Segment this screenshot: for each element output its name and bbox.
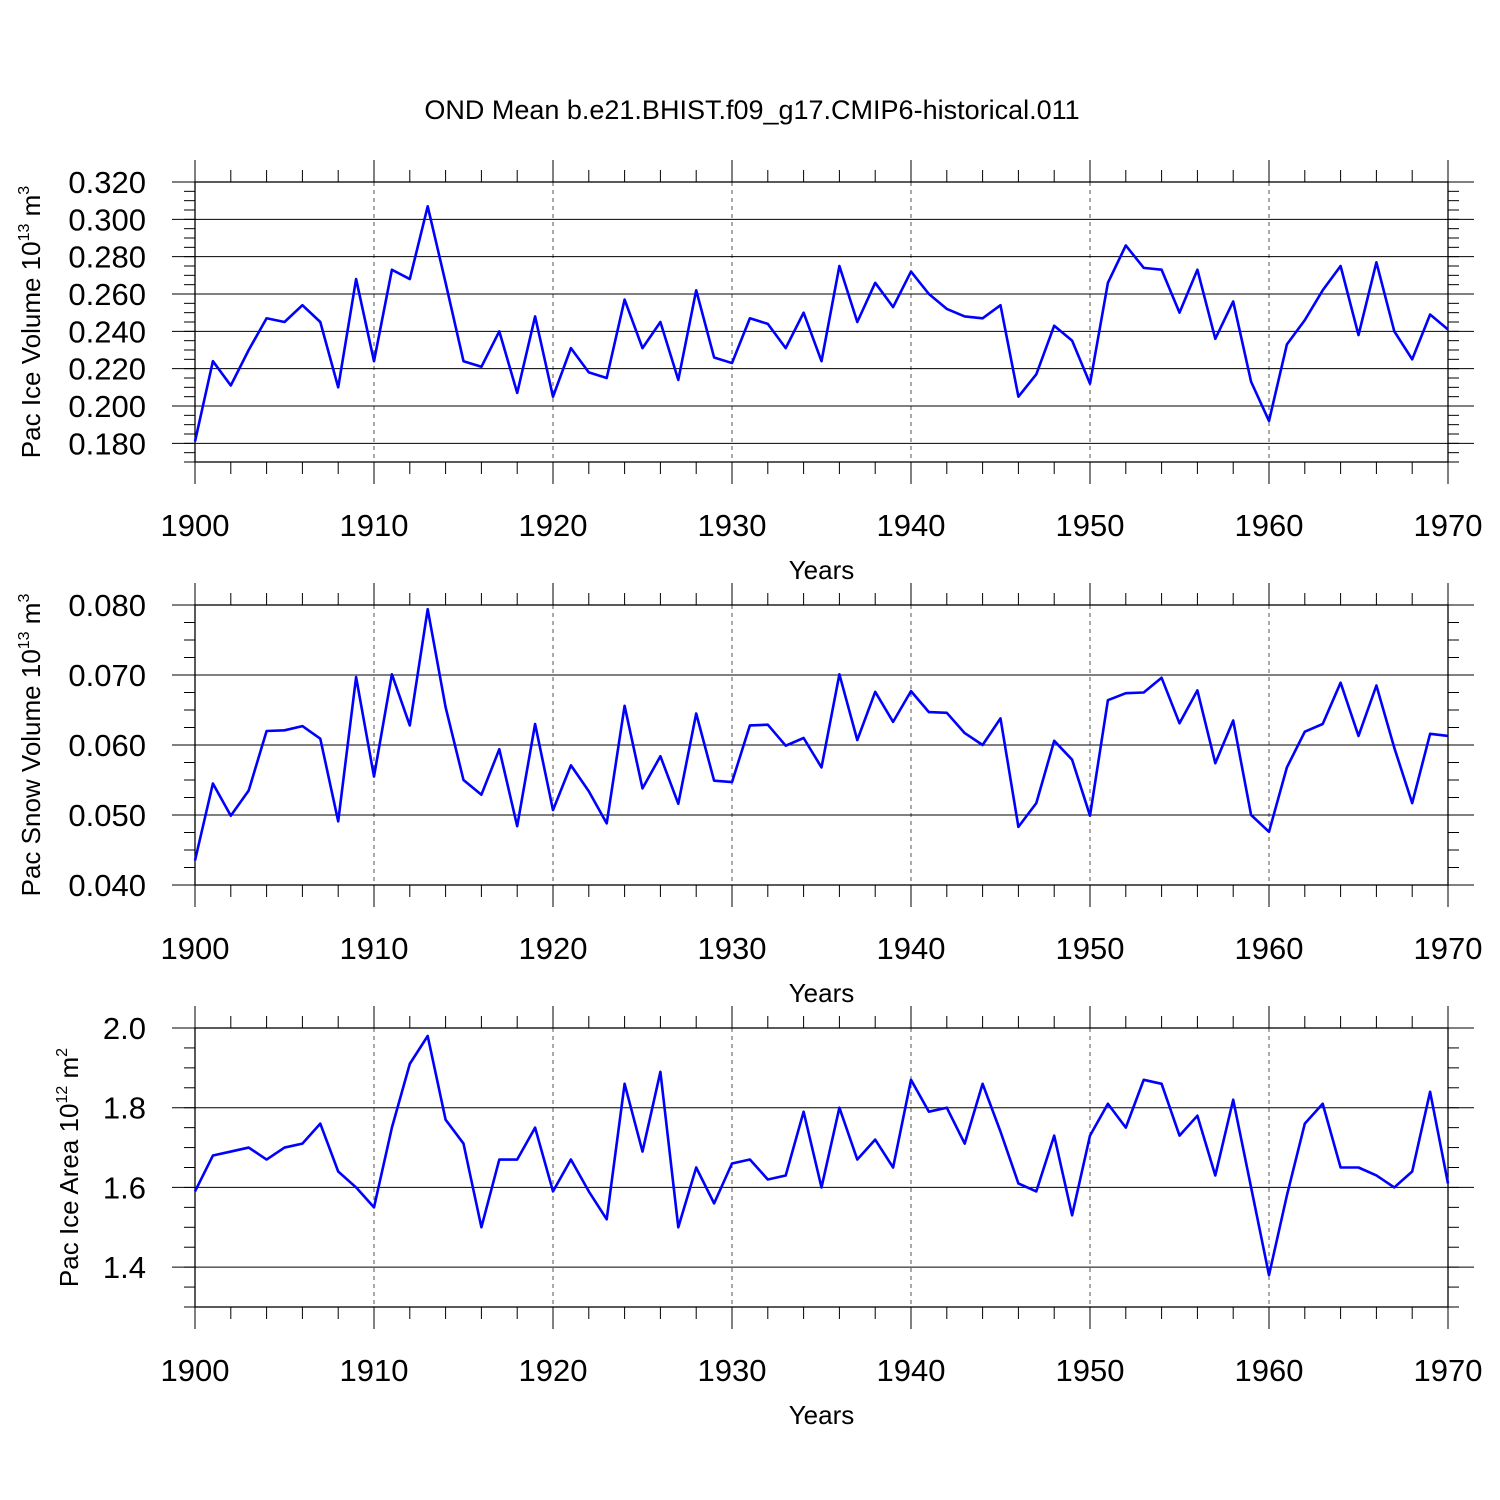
series-line bbox=[193, 1034, 1450, 1277]
y-axis-title-part: m bbox=[16, 195, 46, 224]
y-axis-title-part: m bbox=[54, 1057, 84, 1086]
x-tick-label: 1920 bbox=[519, 1353, 588, 1388]
x-tick-label: 1930 bbox=[698, 1353, 767, 1388]
y-tick-label: 0.060 bbox=[68, 728, 146, 763]
y-axis-title-part: Pac Ice Area 10 bbox=[54, 1104, 84, 1288]
x-tick-label: 1930 bbox=[698, 508, 767, 543]
panel-2: 0.040 0.050 0.060 0.070 0.080 1900 1910 1920 193… bbox=[16, 583, 1482, 1008]
y-tick-label: 0.180 bbox=[68, 426, 146, 461]
y-tick-label: 0.260 bbox=[68, 277, 146, 312]
y-tick-label: 0.040 bbox=[68, 868, 146, 903]
x-tick-label: 1920 bbox=[519, 508, 588, 543]
x-tick-label: 1940 bbox=[877, 508, 946, 543]
x-tick-label: 1970 bbox=[1414, 931, 1483, 966]
x-tick-label: 1960 bbox=[1235, 931, 1304, 966]
y-tick-label: 2.0 bbox=[103, 1011, 146, 1046]
y-axis-title-superscript: 3 bbox=[16, 594, 33, 603]
y-tick-label: 0.300 bbox=[68, 202, 146, 237]
y-tick-label: 0.200 bbox=[68, 389, 146, 424]
x-tick-label: 1940 bbox=[877, 931, 946, 966]
x-tick-label: 1960 bbox=[1235, 508, 1304, 543]
x-axis-title: Years bbox=[789, 555, 855, 585]
x-tick-label: 1950 bbox=[1056, 931, 1125, 966]
y-axis-title-superscript: 3 bbox=[16, 186, 33, 195]
y-axis-title-superscript: 12 bbox=[54, 1086, 71, 1104]
panel-1: 0.1800.2000.2200.2400.2600.2800.3000.320… bbox=[16, 160, 1482, 585]
y-axis-title-superscript: 13 bbox=[16, 223, 33, 241]
x-tick-label: 1940 bbox=[877, 1353, 946, 1388]
x-tick-label: 1900 bbox=[161, 931, 230, 966]
x-tick-label: 1900 bbox=[161, 508, 230, 543]
y-tick-label: 0.320 bbox=[68, 165, 146, 200]
x-tick-label: 1910 bbox=[340, 931, 409, 966]
y-tick-label: 1.4 bbox=[103, 1250, 146, 1285]
x-tick-label: 1910 bbox=[340, 1353, 409, 1388]
y-tick-label: 0.220 bbox=[68, 352, 146, 387]
y-axis-title-part: Pac Snow Volume 10 bbox=[16, 649, 46, 896]
y-tick-label: 0.080 bbox=[68, 588, 146, 623]
x-axis-title: Years bbox=[789, 978, 855, 1008]
y-axis-title: Pac Snow Volume 1013 m3 bbox=[16, 594, 46, 897]
series-line bbox=[193, 204, 1449, 442]
y-axis-title-superscript: 13 bbox=[16, 631, 33, 649]
y-axis-title: Pac Ice Volume 1013 m3 bbox=[16, 186, 46, 459]
y-tick-label: 0.280 bbox=[68, 240, 146, 275]
chart-title: OND Mean b.e21.BHIST.f09_g17.CMIP6-histo… bbox=[424, 95, 1079, 125]
x-tick-label: 1920 bbox=[519, 931, 588, 966]
x-tick-label: 1950 bbox=[1056, 508, 1125, 543]
y-axis-title-part: Pac Ice Volume 10 bbox=[16, 241, 46, 458]
y-tick-label: 1.8 bbox=[103, 1091, 146, 1126]
x-tick-label: 1900 bbox=[161, 1353, 230, 1388]
x-tick-label: 1970 bbox=[1414, 1353, 1483, 1388]
x-tick-label: 1960 bbox=[1235, 1353, 1304, 1388]
y-tick-label: 1.6 bbox=[103, 1170, 146, 1205]
y-tick-label: 0.240 bbox=[68, 314, 146, 349]
y-axis-title-superscript: 2 bbox=[54, 1048, 71, 1057]
series-line bbox=[193, 607, 1449, 861]
y-axis-title: Pac Ice Area 1012 m2 bbox=[54, 1048, 84, 1287]
x-axis-title: Years bbox=[789, 1400, 855, 1430]
y-tick-label: 0.070 bbox=[68, 658, 146, 693]
x-tick-label: 1970 bbox=[1414, 508, 1483, 543]
x-tick-label: 1930 bbox=[698, 931, 767, 966]
panel-3: 1.4 1.6 1.8 2.0 1900 1910 1920 1930 1940 1950 1960… bbox=[54, 1006, 1482, 1430]
y-axis-title-part: m bbox=[16, 603, 46, 632]
x-tick-label: 1910 bbox=[340, 508, 409, 543]
y-tick-label: 0.050 bbox=[68, 798, 146, 833]
x-tick-label: 1950 bbox=[1056, 1353, 1125, 1388]
